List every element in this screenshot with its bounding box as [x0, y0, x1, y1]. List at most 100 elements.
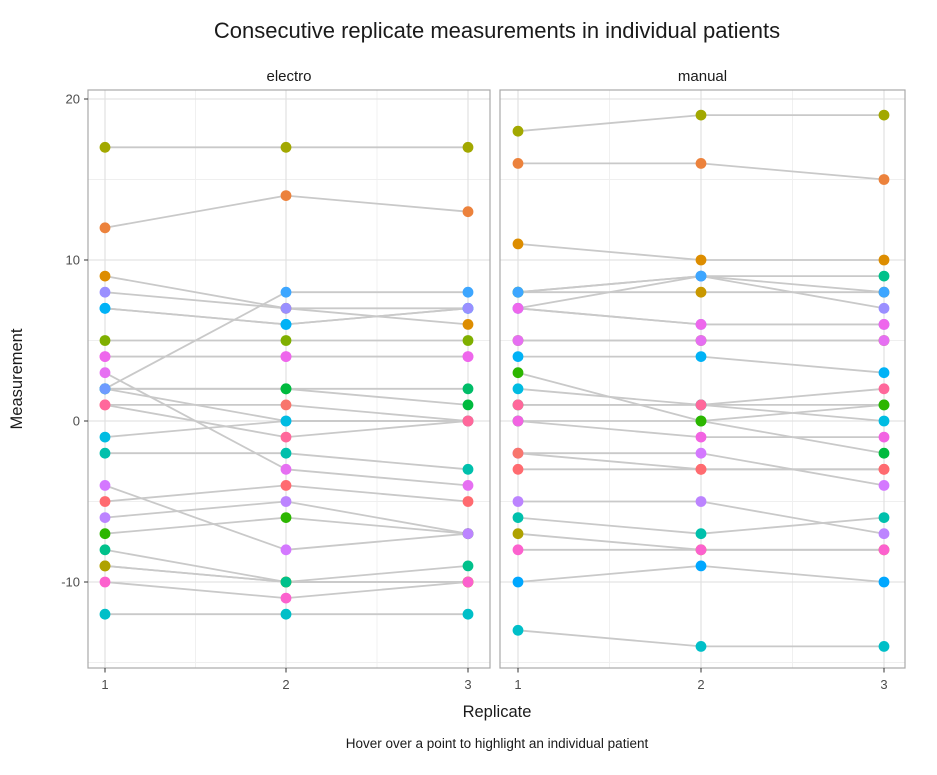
data-point[interactable]	[512, 415, 524, 427]
data-point[interactable]	[280, 399, 292, 411]
data-point[interactable]	[99, 480, 111, 491]
data-point[interactable]	[99, 351, 111, 362]
data-point[interactable]	[462, 319, 474, 330]
data-point[interactable]	[695, 399, 707, 411]
data-point[interactable]	[280, 319, 292, 330]
data-point[interactable]	[280, 496, 292, 507]
data-point[interactable]	[462, 528, 474, 540]
data-point[interactable]	[462, 399, 474, 411]
data-point[interactable]	[878, 399, 890, 411]
data-point[interactable]	[695, 560, 707, 572]
data-point[interactable]	[878, 431, 890, 443]
data-point[interactable]	[695, 415, 707, 427]
data-point[interactable]	[878, 302, 890, 314]
data-point[interactable]	[280, 431, 292, 443]
data-point[interactable]	[512, 447, 524, 459]
data-point[interactable]	[695, 335, 707, 346]
data-point[interactable]	[878, 174, 890, 185]
data-point[interactable]	[99, 560, 111, 572]
data-point[interactable]	[512, 286, 524, 298]
data-point[interactable]	[695, 351, 707, 362]
data-point[interactable]	[99, 141, 111, 153]
data-point[interactable]	[280, 190, 292, 202]
data-point[interactable]	[512, 367, 524, 379]
data-point[interactable]	[878, 254, 890, 266]
data-point[interactable]	[99, 399, 111, 411]
data-point[interactable]	[878, 415, 890, 427]
data-point[interactable]	[512, 302, 524, 314]
data-point[interactable]	[462, 608, 474, 620]
data-point[interactable]	[878, 367, 890, 379]
data-point[interactable]	[99, 576, 111, 588]
data-point[interactable]	[512, 335, 524, 346]
data-point[interactable]	[512, 496, 524, 507]
data-point[interactable]	[512, 399, 524, 411]
data-point[interactable]	[695, 109, 707, 121]
data-point[interactable]	[280, 415, 292, 427]
data-point[interactable]	[99, 270, 111, 282]
data-point[interactable]	[512, 512, 524, 523]
data-point[interactable]	[878, 463, 890, 475]
data-point[interactable]	[462, 383, 474, 395]
data-point[interactable]	[695, 528, 707, 540]
data-point[interactable]	[280, 447, 292, 459]
data-point[interactable]	[512, 463, 524, 475]
data-point[interactable]	[878, 335, 890, 346]
data-point[interactable]	[878, 480, 890, 491]
data-point[interactable]	[99, 447, 111, 459]
data-point[interactable]	[462, 415, 474, 427]
data-point[interactable]	[462, 351, 474, 362]
data-point[interactable]	[99, 286, 111, 298]
data-point[interactable]	[462, 480, 474, 491]
data-point[interactable]	[99, 496, 111, 507]
data-point[interactable]	[878, 512, 890, 523]
data-point[interactable]	[512, 624, 524, 636]
data-point[interactable]	[462, 302, 474, 314]
data-point[interactable]	[878, 109, 890, 121]
data-point[interactable]	[512, 544, 524, 556]
data-point[interactable]	[695, 544, 707, 556]
data-point[interactable]	[878, 576, 890, 588]
data-point[interactable]	[99, 302, 111, 314]
data-point[interactable]	[462, 496, 474, 507]
data-point[interactable]	[695, 431, 707, 443]
data-point[interactable]	[99, 222, 111, 234]
data-point[interactable]	[878, 286, 890, 298]
data-point[interactable]	[280, 463, 292, 475]
data-point[interactable]	[512, 383, 524, 395]
data-point[interactable]	[695, 496, 707, 507]
data-point[interactable]	[280, 302, 292, 314]
data-point[interactable]	[878, 319, 890, 330]
data-point[interactable]	[512, 238, 524, 250]
data-point[interactable]	[462, 463, 474, 475]
data-point[interactable]	[462, 206, 474, 218]
data-point[interactable]	[462, 286, 474, 298]
data-point[interactable]	[512, 576, 524, 588]
data-point[interactable]	[878, 383, 890, 395]
data-point[interactable]	[878, 528, 890, 540]
data-point[interactable]	[280, 576, 292, 588]
data-point[interactable]	[695, 447, 707, 459]
data-point[interactable]	[99, 367, 111, 379]
data-point[interactable]	[462, 335, 474, 346]
data-point[interactable]	[280, 335, 292, 346]
data-point[interactable]	[99, 431, 111, 443]
data-point[interactable]	[280, 592, 292, 604]
data-point[interactable]	[99, 335, 111, 346]
data-point[interactable]	[695, 270, 707, 282]
data-point[interactable]	[695, 254, 707, 266]
data-point[interactable]	[99, 544, 111, 556]
data-point[interactable]	[99, 608, 111, 620]
data-point[interactable]	[280, 141, 292, 153]
data-point[interactable]	[462, 576, 474, 588]
data-point[interactable]	[99, 383, 111, 395]
data-point[interactable]	[512, 158, 524, 169]
data-point[interactable]	[695, 319, 707, 330]
data-point[interactable]	[512, 528, 524, 540]
data-point[interactable]	[99, 512, 111, 523]
data-point[interactable]	[695, 463, 707, 475]
data-point[interactable]	[280, 608, 292, 620]
data-point[interactable]	[695, 641, 707, 652]
data-point[interactable]	[280, 383, 292, 395]
data-point[interactable]	[878, 447, 890, 459]
